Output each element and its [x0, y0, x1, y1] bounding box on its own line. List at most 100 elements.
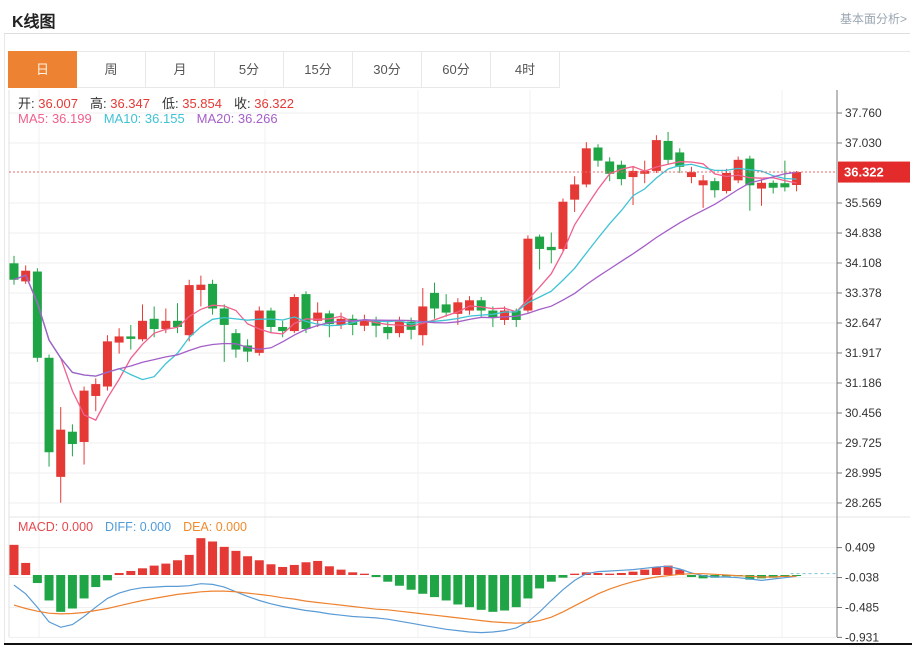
candle-body	[476, 300, 486, 311]
candle-body	[359, 319, 369, 326]
header: K线图 基本面分析>	[10, 6, 909, 32]
macd-bar	[558, 575, 568, 578]
tab-4时[interactable]: 4时	[491, 52, 560, 88]
candle-body	[546, 246, 556, 251]
candle-body	[628, 170, 638, 178]
candle-body	[114, 336, 124, 343]
axis-label: -0.931	[845, 630, 879, 644]
axis-label: 0.409	[845, 541, 875, 555]
legend-item: 开: 36.007	[18, 96, 78, 111]
macd-bar	[394, 575, 404, 586]
axis-label: 37.030	[845, 136, 882, 150]
macd-bar	[173, 560, 183, 575]
tab-日[interactable]: 日	[8, 51, 77, 88]
dea-line	[13, 573, 797, 624]
macd-bar	[465, 575, 475, 608]
candle-body	[640, 170, 650, 174]
candle-body	[511, 310, 521, 320]
axis-label: 34.108	[845, 256, 882, 270]
candle-body	[219, 308, 229, 325]
header-divider	[4, 33, 910, 34]
macd-bar	[149, 565, 159, 575]
macd-bar	[675, 569, 685, 575]
macd-bar	[628, 571, 638, 575]
candle-body	[593, 147, 603, 161]
macd-bar	[102, 575, 112, 581]
macd-bar	[313, 560, 323, 575]
candle-body	[780, 183, 790, 188]
axis-label: 35.569	[845, 196, 882, 210]
candle-body	[44, 357, 54, 453]
macd-bar	[44, 575, 54, 601]
period-tab-bar: 日周月 5分 15分 30分 60分 4时	[8, 51, 910, 89]
ohlc-legend: 开: 36.007 高: 36.347 低: 35.854 收: 36.322	[18, 93, 306, 112]
candle-body	[91, 384, 101, 396]
axis-label: -0.485	[845, 600, 879, 614]
axis-label: 32.647	[845, 316, 882, 330]
candle-body	[126, 336, 136, 339]
widget-left-border	[4, 33, 5, 644]
candle-body	[254, 310, 264, 353]
tab-60分[interactable]: 60分	[422, 52, 491, 88]
macd-bar	[523, 575, 533, 599]
macd-bar	[686, 575, 696, 578]
macd-bar	[383, 575, 393, 582]
macd-bar	[208, 541, 218, 575]
candle-body	[757, 182, 767, 189]
legend-item: 收: 36.322	[234, 96, 294, 111]
macd-bar	[546, 575, 556, 582]
axis-label: 31.917	[845, 346, 882, 360]
macd-bar	[9, 544, 19, 575]
candle-body	[453, 302, 463, 314]
candle-body	[313, 312, 323, 321]
tab-15分[interactable]: 15分	[284, 52, 353, 88]
macd-bar	[324, 566, 334, 575]
macd-bar	[219, 546, 229, 575]
candle-body	[102, 341, 112, 387]
macd-bar	[79, 575, 89, 599]
macd-bar	[67, 575, 77, 609]
macd-bar	[91, 575, 101, 588]
axis-label: 29.725	[845, 436, 882, 450]
candle-body	[149, 318, 159, 330]
macd-bar	[348, 572, 358, 575]
candle-body	[663, 140, 673, 160]
macd-bar	[359, 573, 369, 575]
kline-chart-svg: 37.760 37.030 35.569 34.838 34.108 33.378 32.6…	[4, 90, 912, 645]
candle-body	[161, 320, 171, 330]
diff-line	[13, 565, 797, 634]
candle-body	[208, 283, 218, 309]
macd-bar	[593, 572, 603, 575]
legend-item: MACD: 0.000	[18, 520, 94, 534]
macd-bar	[289, 564, 299, 575]
macd-bar	[371, 575, 381, 578]
fundamental-analysis-link[interactable]: 基本面分析>	[839, 12, 907, 26]
macd-bar	[406, 575, 416, 590]
macd-bar	[476, 575, 486, 610]
legend-item: 高: 36.347	[90, 96, 150, 111]
candle-body	[9, 263, 19, 280]
macd-bar	[698, 575, 708, 579]
candle-body	[710, 181, 720, 191]
macd-bar	[278, 566, 288, 575]
macd-bar	[488, 575, 498, 612]
candle-body	[79, 390, 89, 442]
macd-bar	[184, 554, 194, 575]
candle-body	[418, 306, 428, 336]
axis-label: -0.038	[845, 571, 879, 585]
macd-bar	[710, 575, 720, 578]
chart-area: 37.760 37.030 35.569 34.838 34.108 33.378 32.6…	[0, 88, 915, 649]
candle-body	[278, 326, 288, 332]
tab-周[interactable]: 周	[77, 52, 146, 88]
tab-5分[interactable]: 5分	[215, 52, 284, 88]
macd-bar	[254, 560, 264, 575]
tab-月[interactable]: 月	[146, 52, 215, 88]
axis-label: 33.378	[845, 286, 882, 300]
macd-bar	[570, 573, 580, 575]
candle-body	[394, 321, 404, 334]
legend-item: MA20: 36.266	[196, 111, 278, 126]
tab-30分[interactable]: 30分	[353, 52, 422, 88]
candle-body	[289, 296, 299, 332]
legend-item: 低: 35.854	[162, 96, 222, 111]
